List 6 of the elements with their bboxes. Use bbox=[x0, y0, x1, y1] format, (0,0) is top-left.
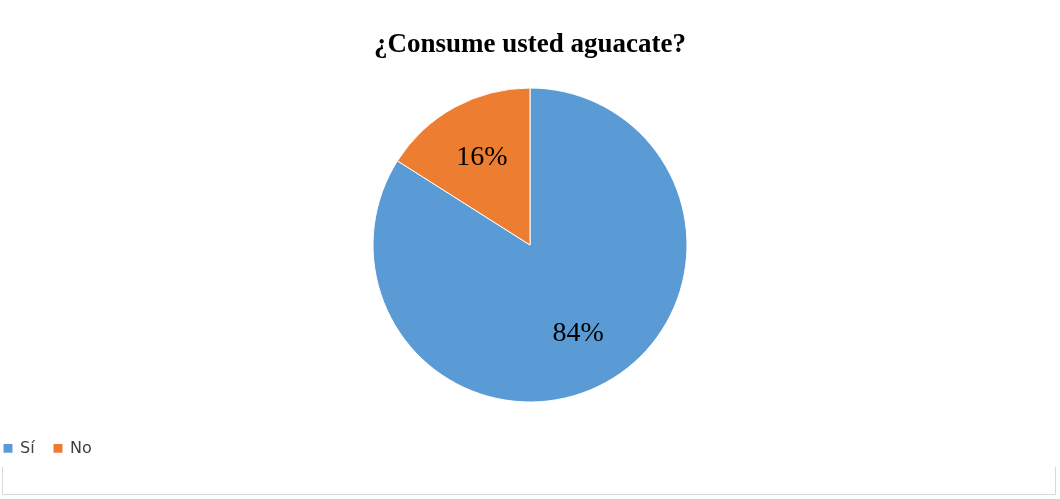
chart-title: ¿Consume usted aguacate? bbox=[373, 28, 687, 58]
data-label: 84% bbox=[552, 315, 604, 347]
data-label: 16% bbox=[456, 140, 508, 172]
legend-label: No bbox=[70, 438, 92, 458]
pie-slice bbox=[372, 87, 688, 403]
legend-label: Sí bbox=[20, 438, 36, 458]
